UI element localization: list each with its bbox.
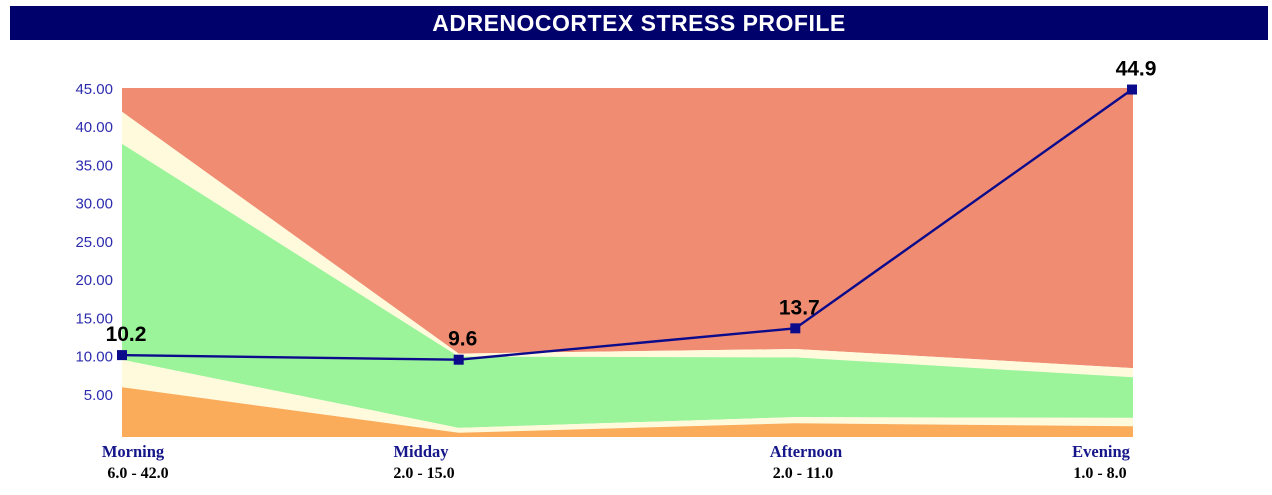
y-tick-label: 25.00 (75, 234, 113, 251)
x-range-label: 1.0 - 8.0 (1073, 465, 1126, 482)
zone-normal (122, 143, 1133, 428)
y-tick-label: 40.00 (75, 119, 113, 136)
data-point-label: 44.9 (1116, 58, 1157, 81)
x-range-label: 2.0 - 11.0 (773, 465, 833, 482)
x-category-label: Morning (102, 442, 165, 461)
x-category-label: Afternoon (770, 442, 842, 461)
cortisol-line (121, 88, 1133, 361)
y-tick-label: 10.00 (75, 349, 113, 366)
data-point-label: 10.2 (106, 323, 147, 346)
x-category-label: Midday (393, 442, 449, 461)
y-tick-label: 45.00 (75, 81, 113, 98)
y-tick-label: 30.00 (75, 196, 113, 213)
data-point-marker (790, 323, 801, 334)
x-range-label: 6.0 - 42.0 (107, 465, 168, 482)
y-tick-label: 5.00 (84, 387, 113, 404)
y-tick-label: 35.00 (75, 157, 113, 174)
data-point-label: 9.6 (448, 328, 477, 351)
data-point-marker (453, 354, 464, 365)
data-point-label: 13.7 (779, 296, 820, 319)
zone-below-range (122, 387, 1133, 437)
y-tick-label: 15.00 (75, 310, 113, 327)
x-category-label: Evening (1072, 442, 1131, 461)
zone-above-range (122, 88, 1133, 369)
report-title: ADRENOCORTEX STRESS PROFILE (432, 9, 846, 36)
data-point-marker (117, 350, 127, 361)
report-title-bar: ADRENOCORTEX STRESS PROFILE (10, 6, 1268, 40)
zone-borderline-low (122, 359, 1133, 433)
x-range-label: 2.0 - 15.0 (393, 465, 454, 482)
data-point-marker (1127, 84, 1137, 95)
y-tick-label: 20.00 (75, 272, 113, 289)
